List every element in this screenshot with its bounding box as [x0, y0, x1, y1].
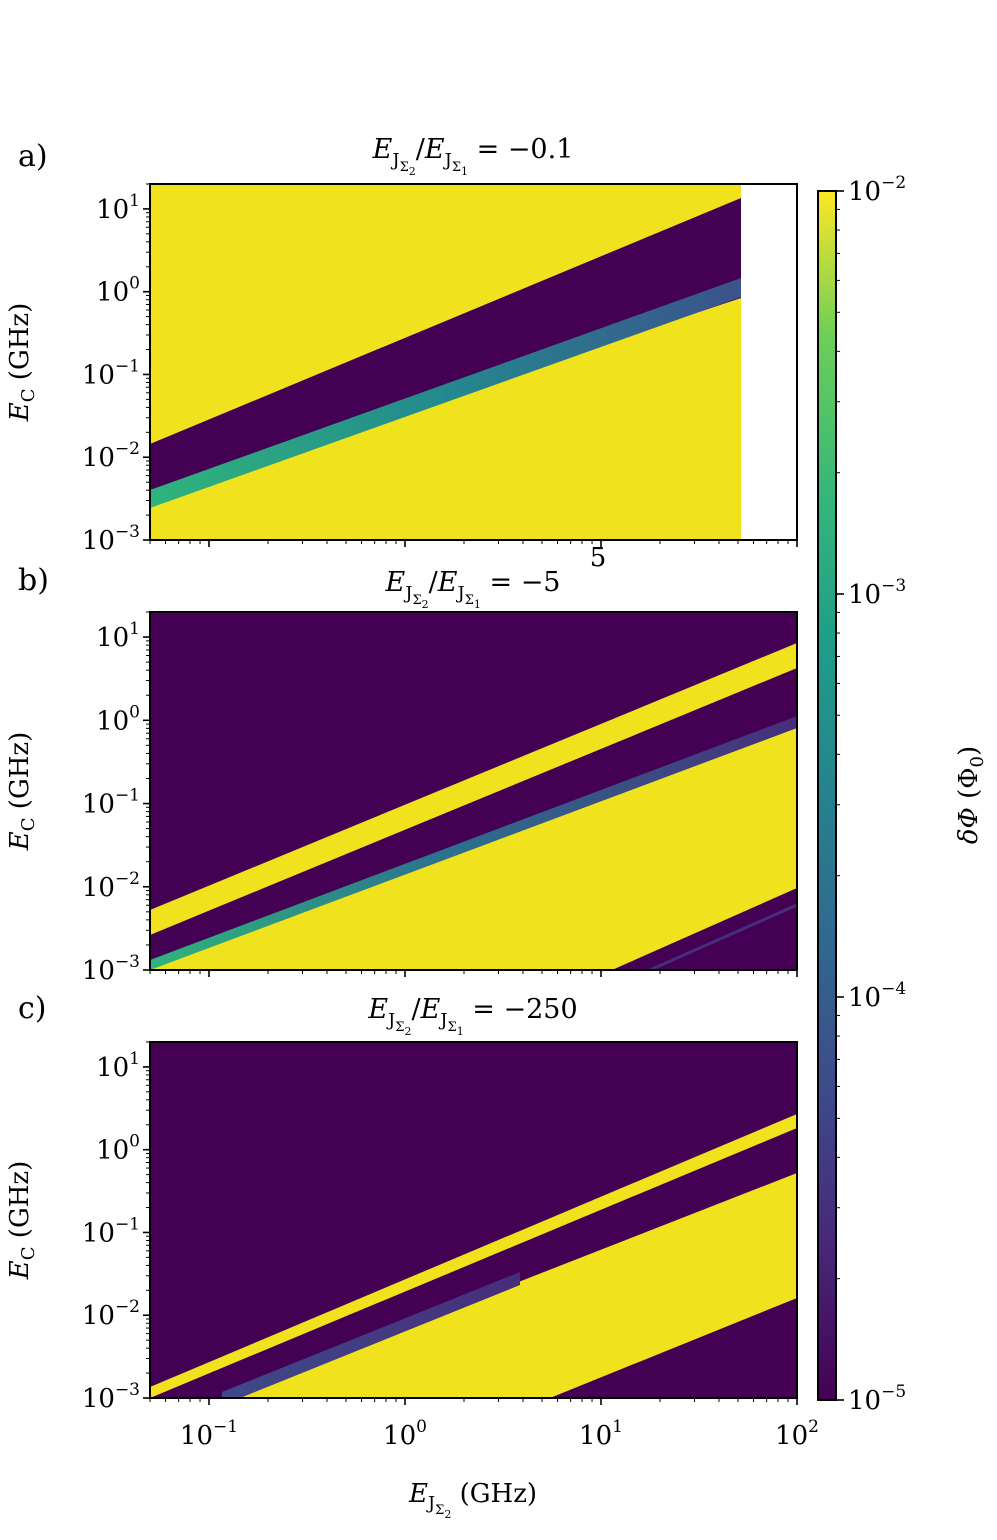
- y-tick-label: 101: [96, 191, 140, 225]
- colorbar-tick-label: 10−5: [848, 1382, 906, 1416]
- panel-c-thin-yellow-stripe: [150, 1114, 797, 1398]
- panel-c-letter: c): [18, 991, 47, 1026]
- panel-c-heatmap: [150, 1042, 797, 1398]
- colorbar-tick-label: 10−4: [848, 979, 906, 1013]
- panel-c-ticks: 10−3 10−2 10−1 100 101 10−1 100 101 102: [82, 1041, 819, 1451]
- panel-b-upper-yellow-stripe: [150, 643, 797, 935]
- panel-c-xlabel: EJΣ2 (GHz): [408, 1479, 537, 1521]
- colorbar-ticks: 10−2 10−3 10−4 10−5: [836, 173, 906, 1416]
- x-tick-label: 101: [579, 1417, 623, 1451]
- panel-b-lower-right-dark-region: [612, 888, 797, 970]
- panel-a-minimum-band: [150, 278, 741, 508]
- panel-b-ratio: −5: [521, 567, 561, 598]
- panel-a-frame: [149, 183, 798, 541]
- y-tick-label: 10−2: [82, 1297, 140, 1331]
- x-tick-label: 100: [383, 1417, 427, 1451]
- panel-a: a) EJΣ2/EJΣ1 = −0.1 10−3 10−2 10−1 100 101 5…: [5, 134, 798, 573]
- panel-c: c) EJΣ2/EJΣ1 = −250 10−310−210−110010110…: [5, 991, 819, 1521]
- x-tick-label: 102: [775, 1417, 819, 1451]
- panel-c-minimum-band: [222, 1272, 520, 1398]
- panel-a-letter: a): [18, 139, 48, 174]
- colorbar-gradient: [817, 190, 837, 1401]
- y-tick-label: 100: [96, 274, 140, 308]
- panel-b-faint-line: [649, 903, 797, 970]
- panel-a-ticks: 10−3 10−2 10−1 100 101: [82, 183, 798, 556]
- panel-c-ylabel: EC (GHz): [5, 1161, 39, 1280]
- panel-a-ratio: −0.1: [508, 134, 574, 165]
- panel-b-minimum-band: [150, 716, 797, 970]
- y-tick-label: 10−2: [82, 869, 140, 903]
- y-tick-label: 100: [96, 1132, 140, 1166]
- panel-b-title: EJΣ2/EJΣ1 = −5: [385, 567, 561, 611]
- panel-b-ylabel: EC (GHz): [5, 732, 39, 851]
- panel-b-letter: b): [18, 563, 49, 598]
- panel-b: b) EJΣ2/EJΣ1 = −5 10−3 10−2 10−1 100 101 EC …: [5, 563, 798, 986]
- y-tick-label: 10−3: [82, 952, 140, 986]
- panel-c-title: EJΣ2/EJΣ1 = −250: [367, 994, 577, 1038]
- x-tick-label: 10−1: [180, 1417, 238, 1451]
- panel-b-ticks: 10−3 10−2 10−1 100 101: [82, 611, 798, 986]
- y-tick-label: 10−1: [82, 356, 140, 390]
- colorbar-tick-label: 10−2: [848, 173, 906, 207]
- y-tick-label: 10−3: [82, 522, 140, 556]
- panel-a-mid-tick-label: 5: [590, 543, 607, 573]
- panel-c-ratio: −250: [504, 994, 578, 1025]
- panel-a-ylabel: EC (GHz): [5, 303, 39, 422]
- panel-b-frame: [149, 611, 798, 971]
- panel-a-heatmap: [150, 184, 797, 540]
- panel-a-dark-band: [150, 198, 741, 495]
- panel-a-title: EJΣ2/EJΣ1 = −0.1: [372, 134, 574, 178]
- y-tick-label: 10−2: [82, 439, 140, 473]
- y-tick-label: 101: [96, 1049, 140, 1083]
- panel-b-dark-band: [150, 666, 797, 960]
- panel-c-frame: [149, 1041, 798, 1399]
- y-tick-label: 10−1: [82, 786, 140, 820]
- y-tick-label: 10−3: [82, 1380, 140, 1414]
- y-tick-label: 100: [96, 702, 140, 736]
- y-tick-label: 101: [96, 619, 140, 653]
- panel-b-heatmap: [150, 612, 797, 970]
- y-tick-label: 10−1: [82, 1214, 140, 1248]
- colorbar-label: δΦ (Φ0): [954, 746, 988, 844]
- colorbar: 10−2 10−3 10−4 10−5 δΦ (Φ0): [817, 173, 988, 1416]
- colorbar-tick-label: 10−3: [848, 576, 906, 610]
